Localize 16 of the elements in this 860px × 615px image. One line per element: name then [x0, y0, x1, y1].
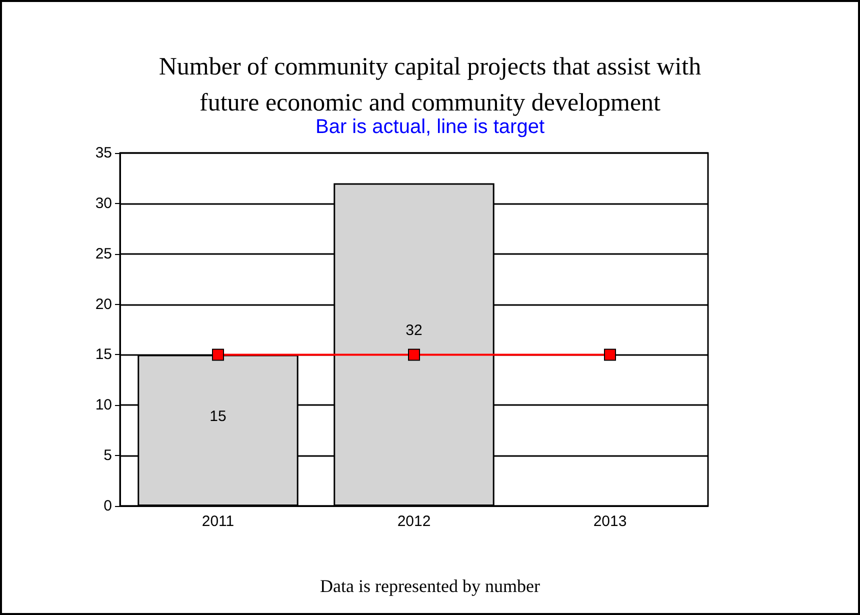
- y-tick-label: 35: [95, 144, 112, 162]
- y-tick-label: 25: [95, 245, 112, 262]
- y-tick-label: 15: [95, 346, 112, 364]
- chart-title: Number of community capital projects that assist with future economic and community development: [158, 54, 702, 116]
- text: Data is represented by number: [320, 576, 540, 596]
- y-tick-label: 0: [104, 498, 112, 514]
- y-tick-label: 20: [95, 296, 112, 313]
- y-tick-label: 10: [95, 396, 112, 414]
- y-tick-label: 5: [104, 447, 112, 464]
- data-label: 15: [210, 408, 226, 425]
- data-label: 32: [406, 322, 422, 340]
- x-tick-label: 2011: [202, 513, 234, 530]
- x-tick-label: 2013: [593, 513, 627, 530]
- chart-subtitle: Bar is actual, line is target: [316, 116, 545, 138]
- y-tick-label: 30: [95, 194, 112, 212]
- x-tick-label: 2012: [397, 513, 431, 530]
